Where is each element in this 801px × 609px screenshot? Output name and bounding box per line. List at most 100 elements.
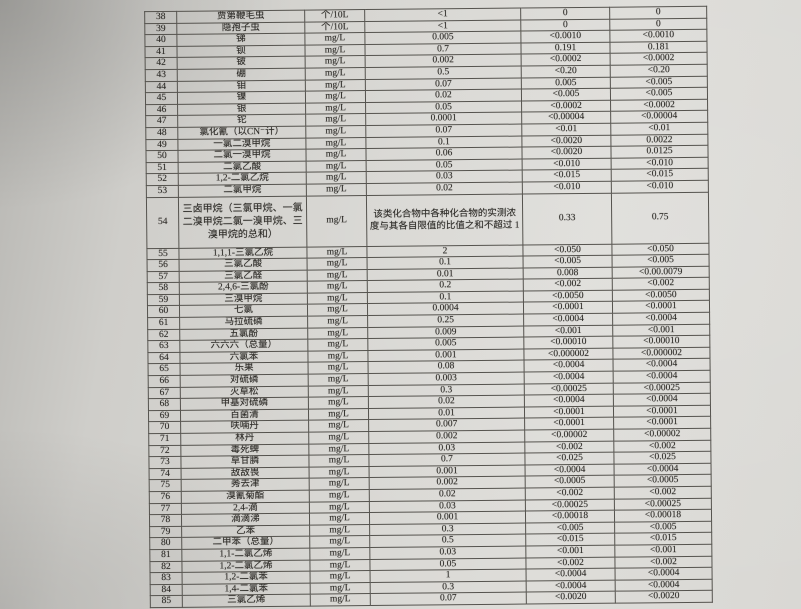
unit-cell: mg/L [306, 183, 367, 196]
measured-value-2-cell: <0.0004 [615, 578, 713, 592]
unit-cell: mg/L [309, 559, 371, 572]
measured-value-2-cell: <0.0004 [612, 312, 710, 325]
measured-value-2-cell: <0.025 [613, 451, 712, 464]
measured-value-2-cell: <0.050 [611, 242, 710, 256]
measured-value-2-cell: <0.00025 [614, 497, 712, 511]
measured-value-2-cell: <0.0002 [610, 99, 708, 112]
row-number-cell: 38 [144, 11, 177, 24]
measured-value-1-cell: <0.001 [525, 545, 615, 558]
row-number-cell: 69 [148, 410, 181, 423]
row-number-cell: 84 [150, 584, 183, 596]
row-number-cell: 39 [144, 22, 177, 35]
unit-cell: mg/L [306, 246, 368, 259]
unit-cell: mg/L [309, 535, 370, 549]
row-number-cell: 46 [145, 104, 178, 117]
measured-value-2-cell: <0.0001 [612, 300, 710, 314]
measured-value-2-cell: <0.0005 [614, 474, 712, 488]
unit-cell: mg/L [310, 582, 371, 595]
measured-value-1-cell: <0.0020 [526, 591, 616, 604]
measured-value-2-cell: 0 [609, 6, 707, 19]
measured-value-1-cell: <0.0020 [521, 134, 611, 148]
measured-value-2-cell: <0.0004 [614, 463, 712, 476]
row-number-cell: 42 [145, 57, 178, 70]
measured-value-1-cell: <0.0005 [525, 475, 615, 489]
measured-value-1-cell: <0.0004 [524, 359, 614, 373]
measured-value-1-cell: <0.00025 [525, 498, 615, 512]
measured-value-1-cell: <0.005 [523, 255, 613, 268]
unit-cell: mg/L [309, 466, 370, 479]
measured-value-1-cell: <0.00018 [525, 510, 615, 523]
row-number-cell: 79 [149, 526, 182, 538]
measured-value-2-cell: <0.20 [610, 64, 708, 77]
row-number-cell: 55 [146, 247, 180, 260]
measured-value-1-cell: <0.000002 [523, 348, 614, 361]
measured-value-2-cell: <0.00002 [613, 428, 711, 441]
unit-cell: mg/L [306, 171, 367, 185]
measured-value-1-cell: <0.005 [521, 88, 611, 101]
measured-value-2-cell: <0.001 [612, 323, 710, 337]
measured-value-1-cell: <0.20 [521, 65, 611, 78]
row-number-cell: 40 [144, 34, 177, 47]
measured-value-2-cell: <0.002 [612, 277, 710, 291]
unit-cell: mg/L [309, 547, 370, 560]
measured-value-1-cell: <0.0001 [523, 301, 613, 315]
measured-value-1-cell: 0.005 [521, 76, 611, 90]
measured-value-2-cell: <0.010 [611, 180, 709, 193]
measured-value-1-cell: <0.0002 [521, 53, 611, 67]
row-number-cell: 78 [149, 514, 182, 527]
measured-value-2-cell: <0.015 [611, 168, 709, 182]
measured-value-2-cell: 0.75 [611, 191, 709, 244]
unit-cell: mg/L [308, 454, 370, 467]
unit-cell: mg/L [308, 385, 369, 398]
row-number-cell: 52 [146, 173, 179, 186]
row-number-cell: 50 [145, 150, 179, 163]
unit-cell: 个/10L [304, 9, 365, 22]
measured-value-1-cell: 0 [520, 18, 610, 32]
measured-value-2-cell: 0.181 [609, 41, 708, 54]
measured-value-2-cell: <0.0004 [615, 567, 713, 580]
row-number-cell: 83 [150, 572, 183, 585]
table-row: 54 三卤甲烷（三氯甲烷、一氯二溴甲烷二氯一溴甲烷、三溴甲烷的总和） mg/L 该类化… [146, 191, 709, 249]
unit-cell: mg/L [307, 280, 368, 293]
measured-value-2-cell: <0.002 [614, 486, 712, 499]
unit-cell: mg/L [308, 443, 369, 456]
measured-value-1-cell: <0.015 [525, 533, 615, 546]
unit-cell: mg/L [308, 361, 369, 375]
row-number-cell: 80 [149, 537, 182, 550]
measured-value-2-cell: <0.000002 [612, 347, 711, 360]
row-number-cell: 62 [147, 329, 180, 341]
unit-cell: mg/L [305, 79, 366, 92]
measured-value-2-cell: 0.0022 [610, 133, 708, 147]
measured-value-1-cell: <0.002 [525, 487, 615, 500]
unit-cell: mg/L [305, 102, 366, 115]
measured-value-1-cell: 0.33 [522, 192, 612, 245]
unit-cell: mg/L [309, 524, 370, 537]
measured-value-1-cell: <0.010 [522, 157, 612, 171]
measured-value-2-cell: <0.001 [614, 544, 712, 557]
measured-value-2-cell: <0.00025 [613, 381, 711, 395]
row-number-cell: 53 [146, 185, 179, 198]
unit-cell: mg/L [310, 570, 371, 583]
row-number-cell: 59 [147, 294, 180, 307]
row-number-cell: 61 [147, 317, 180, 330]
unit-cell: mg/L [307, 315, 368, 328]
measured-value-2-cell: <0.0050 [612, 289, 710, 302]
row-number-cell: 70 [148, 421, 181, 434]
unit-cell: mg/L [307, 350, 369, 363]
measured-value-1-cell: <0.0020 [521, 146, 612, 159]
row-number-cell: 49 [145, 138, 178, 151]
measured-value-1-cell: <0.0001 [524, 406, 614, 419]
row-number-cell: 51 [146, 162, 179, 174]
unit-cell: mg/L [307, 327, 368, 340]
measured-value-1-cell: <0.0050 [523, 290, 613, 303]
row-number-cell: 63 [147, 340, 180, 353]
unit-cell: mg/L [305, 125, 366, 138]
row-number-cell: 68 [148, 398, 181, 411]
unit-cell: mg/L [307, 292, 368, 305]
row-number-cell: 47 [145, 115, 178, 128]
measured-value-2-cell: <0.0010 [609, 29, 707, 42]
measured-value-2-cell: <0.002 [614, 555, 713, 569]
measured-value-2-cell: <0.0004 [613, 393, 711, 407]
row-number-cell: 56 [147, 259, 180, 272]
measured-value-2-cell: <0.00004 [610, 110, 708, 124]
